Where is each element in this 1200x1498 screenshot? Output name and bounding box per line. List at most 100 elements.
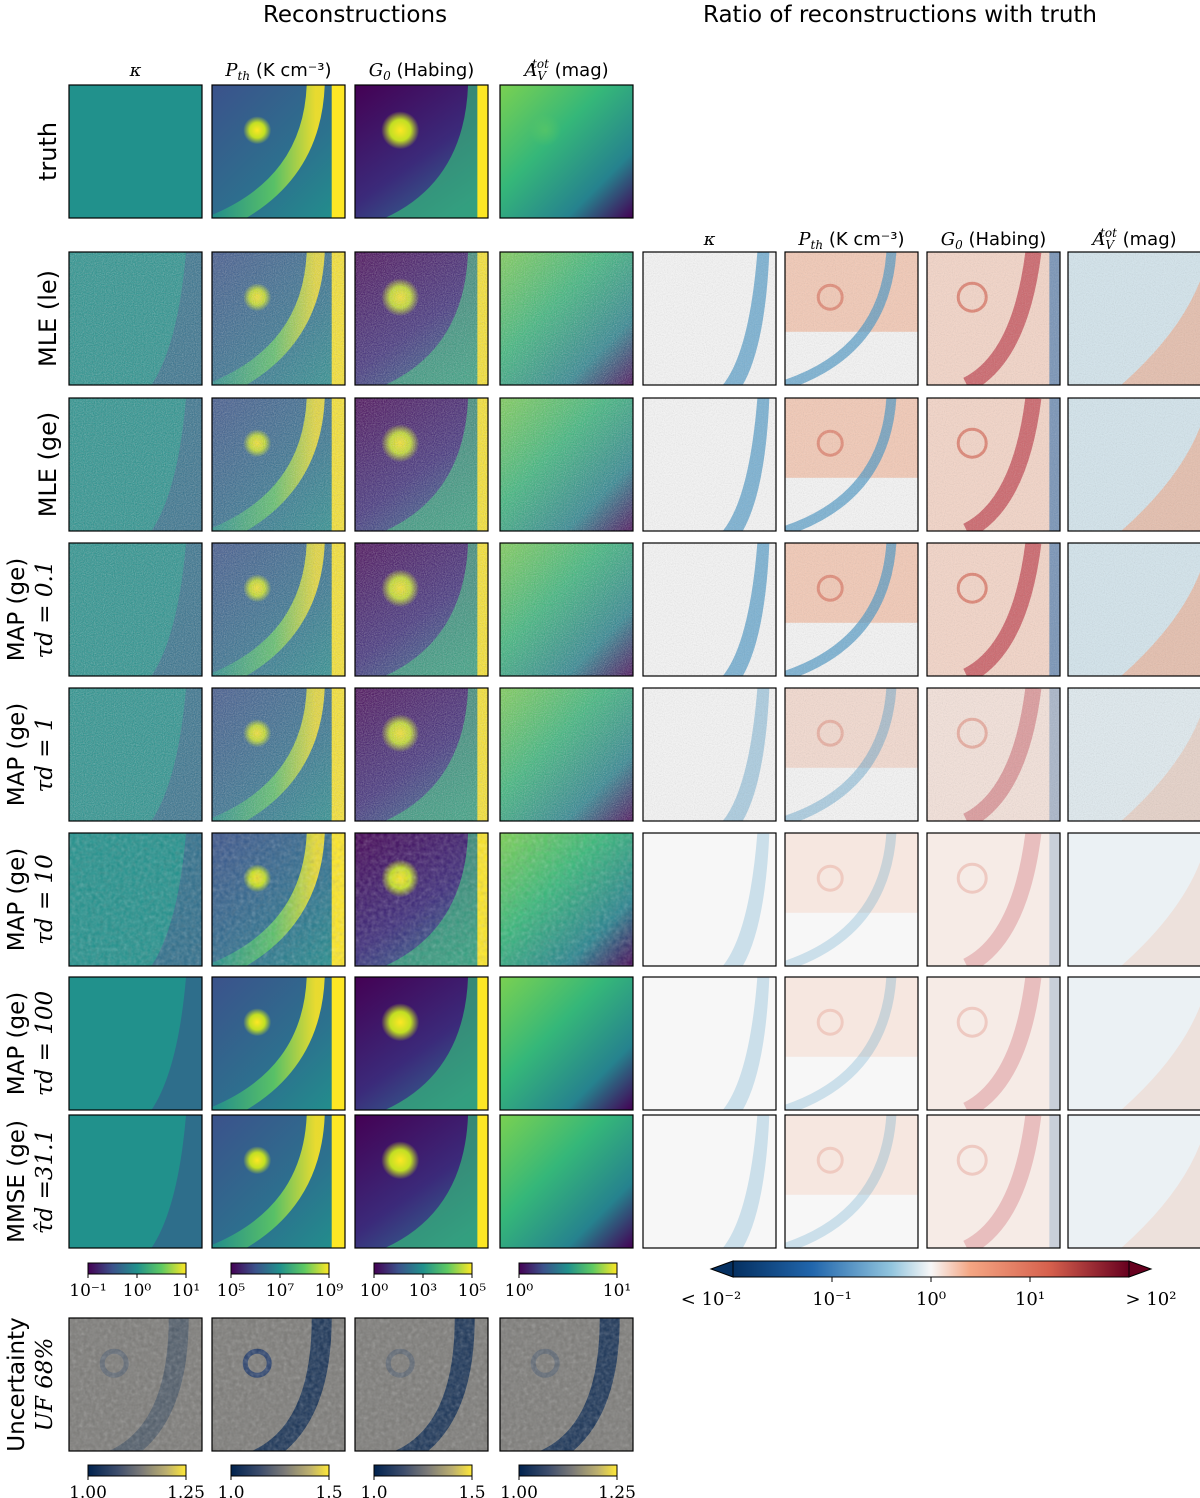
colorbar-ratio-ticklabel-1: 10⁻¹ [812, 1289, 852, 1310]
row-label-5-line2: τd = 10 [32, 854, 58, 945]
ratio-frame-r2-c3 [1067, 397, 1200, 532]
recon-panel-r0-c2 [355, 85, 488, 218]
ratio-frame-r6-c2 [926, 976, 1061, 1111]
row-label-4: MAP (ge) τd = 1 [4, 703, 58, 806]
colorbar-ratio-ticklabel-2: 10⁰ [916, 1289, 946, 1310]
recon-frame-r6-c3 [499, 976, 634, 1111]
colorbar-pth [230, 1262, 330, 1275]
row-label-2-line1: MLE (ge) [34, 412, 62, 518]
colorbar-ratio [732, 1260, 1130, 1278]
recon-panel-r1-c2 [355, 252, 488, 385]
recon-panel-r2-c1 [212, 398, 345, 531]
ratio-panel-r2-c2 [927, 398, 1060, 531]
recon-frame-r2-c2 [354, 397, 489, 532]
uncertainty-frame-c3 [499, 1317, 634, 1452]
row-label-uncertainty: Uncertainty UF 68% [4, 1317, 58, 1451]
ratio-panel-r7-c3 [1068, 1115, 1200, 1248]
recon-panel-r5-c0 [69, 833, 202, 966]
ratio-frame-r6-c3 [1067, 976, 1200, 1111]
ratio-frame-r1-c3 [1067, 251, 1200, 386]
recon-frame-r3-c1 [211, 542, 346, 677]
colorbar-unc-kappa [87, 1464, 187, 1477]
ratio-panel-r4-c2 [927, 688, 1060, 821]
ratio-frame-r6-c0 [642, 976, 777, 1111]
ratio-panel-r2-c3 [1068, 398, 1200, 531]
ratio-frame-r4-c0 [642, 687, 777, 822]
uncertainty-panel-c0 [69, 1318, 202, 1451]
row-label-7-line2: τ̂d =31.1 [32, 1129, 58, 1234]
colorbar-pth-ticklabel-1: 10⁷ [266, 1281, 295, 1301]
colorbar-pth-ticklabel-0: 10⁵ [217, 1281, 246, 1301]
recon-panel-r4-c0 [69, 688, 202, 821]
recon-header-1: Pth (K cm⁻³) [224, 60, 331, 83]
recon-panel-r3-c0 [69, 543, 202, 676]
ratio-panel-r5-c2 [927, 833, 1060, 966]
recon-frame-r7-c0 [68, 1114, 203, 1249]
colorbar-g0-ticklabel-2: 10⁵ [458, 1281, 487, 1301]
row-label-7-line1: MMSE (ge) [4, 1120, 30, 1243]
recon-frame-r5-c0 [68, 832, 203, 967]
recon-frame-r1-c0 [68, 251, 203, 386]
ratio-frame-r5-c0 [642, 832, 777, 967]
ratio-panel-r3-c2 [927, 543, 1060, 676]
ratio-panel-r5-c3 [1068, 833, 1200, 966]
recon-panel-r0-c3 [500, 85, 633, 218]
recon-frame-r7-c3 [499, 1114, 634, 1249]
ratio-panel-r4-c1 [785, 688, 918, 821]
recon-panel-r4-c2 [355, 688, 488, 821]
colorbar-ratio-arrow-left [709, 1260, 734, 1278]
colorbar-ratio-ticklabel-0: < 10⁻² [681, 1289, 741, 1310]
recon-frame-r0-c2 [354, 84, 489, 219]
ratio-panel-r3-c0 [643, 543, 776, 676]
ratio-panel-r7-c2 [927, 1115, 1060, 1248]
colorbar-unc-av [518, 1464, 618, 1477]
ratio-frame-r3-c0 [642, 542, 777, 677]
ratio-header-3: AVtot (mag) [1090, 226, 1176, 252]
recon-frame-r2-c3 [499, 397, 634, 532]
row-label-1-line1: MLE (le) [34, 270, 62, 367]
row-label-5: MAP (ge) τd = 10 [4, 848, 58, 951]
title-ratio: Ratio of reconstructions with truth [703, 2, 1097, 28]
ratio-panel-r4-c0 [643, 688, 776, 821]
colorbar-kappa-ticklabel-2: 10¹ [172, 1281, 200, 1301]
ratio-frame-r7-c3 [1067, 1114, 1200, 1249]
recon-panel-r3-c2 [355, 543, 488, 676]
panel-grid: κ κ Pth (K cm⁻³) Pth (K cm⁻³) G0 (Habing) G0 … [4, 57, 1200, 1498]
colorbar-unc-pth-ticklabel-0: 1.0 [217, 1483, 244, 1498]
recon-header-0: κ [129, 60, 142, 81]
colorbar-av-ticklabel-1: 10¹ [603, 1281, 631, 1301]
ratio-frame-r4-c2 [926, 687, 1061, 822]
colorbar-unc-g0-ticklabel-1: 1.5 [458, 1483, 485, 1498]
row-label-5-line1: MAP (ge) [4, 848, 30, 951]
recon-panel-r7-c3 [500, 1115, 633, 1248]
recon-frame-r0-c0 [68, 84, 203, 219]
row-label-1: MLE (le) [34, 270, 62, 367]
colorbar-unc-pth [230, 1464, 330, 1477]
colorbar-unc-kappa-ticklabel-1: 1.25 [167, 1483, 205, 1498]
row-label-6: MAP (ge) τd = 100 [4, 991, 58, 1096]
recon-frame-r5-c2 [354, 832, 489, 967]
recon-panel-r0-c0 [69, 85, 202, 218]
uncertainty-frame-c2 [354, 1317, 489, 1452]
recon-frame-r6-c0 [68, 976, 203, 1111]
ratio-panel-r6-c3 [1068, 977, 1200, 1110]
ratio-header-2: G0 (Habing) [941, 229, 1047, 252]
ratio-frame-r2-c0 [642, 397, 777, 532]
recon-panel-r4-c1 [212, 688, 345, 821]
ratio-panel-r3-c1 [785, 543, 918, 676]
ratio-frame-r3-c2 [926, 542, 1061, 677]
colorbar-unc-pth-ticklabel-1: 1.5 [315, 1483, 342, 1498]
ratio-frame-r4-c1 [784, 687, 919, 822]
recon-panel-r3-c1 [212, 543, 345, 676]
ratio-frame-r5-c1 [784, 832, 919, 967]
recon-frame-r1-c2 [354, 251, 489, 386]
recon-frame-r1-c3 [499, 251, 634, 386]
colorbar-g0 [373, 1262, 473, 1275]
colorbar-unc-av-ticklabel-1: 1.25 [598, 1483, 636, 1498]
recon-frame-r3-c0 [68, 542, 203, 677]
uncertainty-panel-c3 [500, 1318, 633, 1451]
ratio-frame-r6-c1 [784, 976, 919, 1111]
recon-frame-r3-c3 [499, 542, 634, 677]
recon-panel-r7-c1 [212, 1115, 345, 1248]
recon-header-2: G0 (Habing) [369, 60, 475, 83]
